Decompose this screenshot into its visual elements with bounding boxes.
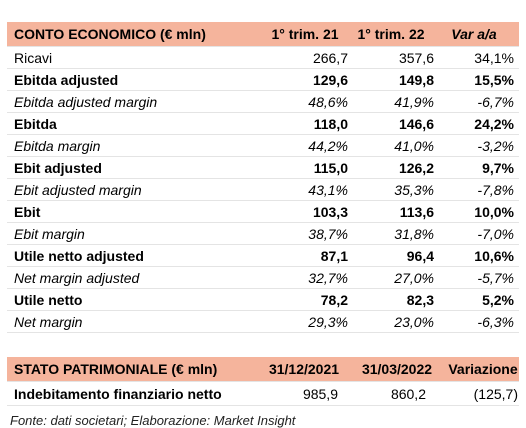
row-value-var: 9,7%: [482, 159, 514, 176]
row-value-q1-22: 357,6: [398, 49, 434, 66]
source-footnote: Fonte: dati societari; Elaborazione: Mar…: [10, 413, 296, 428]
balance-sheet-header: STATO PATRIMONIALE (€ mln) 31/12/2021 31…: [7, 357, 519, 381]
row-value-q1-22: 23,0%: [394, 313, 434, 330]
row-label: Indebitamento finanziario netto: [14, 385, 222, 402]
income-statement-header: CONTO ECONOMICO (€ mln) 1° trim. 21 1° t…: [7, 22, 519, 46]
row-value-q1-22: 96,4: [406, 247, 434, 264]
row-value-q1-22: 31,8%: [394, 225, 434, 242]
row-value-q1-21: 44,2%: [308, 137, 348, 154]
income-header-col3: Var a/a: [451, 26, 497, 42]
financial-tables: CONTO ECONOMICO (€ mln) 1° trim. 21 1° t…: [7, 22, 519, 428]
row-value-q1-22: 126,2: [398, 159, 434, 176]
row-value-var: -3,2%: [477, 137, 514, 154]
row-value-q1-22: 149,8: [398, 71, 434, 88]
row-label: Ebitda margin: [14, 137, 101, 154]
row-value-q1-21: 115,0: [313, 159, 348, 176]
row-label: Utile netto: [14, 291, 83, 308]
row-value-q1-21: 118,0: [313, 115, 348, 132]
row-value-q1-22: 35,3%: [394, 181, 434, 198]
row-label: Utile netto adjusted: [14, 247, 144, 264]
row-value-q1-21: 48,6%: [308, 93, 348, 110]
row-value-q1-21: 129,6: [312, 71, 348, 88]
row-label: Ebitda adjusted margin: [14, 93, 158, 110]
row-label: Ebitda adjusted: [14, 71, 119, 88]
balance-header-label: STATO PATRIMONIALE (€ mln): [14, 361, 218, 377]
table-row-ebit-adjusted: Ebit adjusted 115,0 126,2 9,7%: [7, 157, 519, 179]
balance-header-col2: 31/03/2022: [361, 361, 433, 377]
row-value-var: -6,3%: [477, 313, 514, 330]
row-value-var: 10,6%: [474, 247, 514, 264]
table-row-net-margin: Net margin 29,3% 23,0% -6,3%: [7, 311, 519, 333]
row-value-var: -7,8%: [477, 181, 514, 198]
table-row-ebitda-adjusted: Ebitda adjusted 129,6 149,8 15,5%: [7, 69, 519, 91]
row-label: Ebitda: [14, 115, 57, 132]
income-statement-table: CONTO ECONOMICO (€ mln) 1° trim. 21 1° t…: [7, 22, 519, 333]
row-value-q1-21: 32,7%: [308, 269, 348, 286]
row-label: Net margin adjusted: [14, 269, 140, 286]
row-value-var: 15,5%: [474, 71, 514, 88]
row-value-q1-21: 103,3: [312, 203, 348, 220]
row-value-var: 24,2%: [474, 115, 514, 132]
table-row-ebit-adjusted-margin: Ebit adjusted margin 43,1% 35,3% -7,8%: [7, 179, 519, 201]
table-row-net-margin-adjusted: Net margin adjusted 32,7% 27,0% -5,7%: [7, 267, 519, 289]
row-value-q1-22: 27,0%: [394, 269, 434, 286]
row-value-var: 34,1%: [474, 49, 514, 66]
income-header-col1: 1° trim. 21: [271, 26, 339, 42]
table-row-ebit: Ebit 103,3 113,6 10,0%: [7, 201, 519, 223]
income-header-label: CONTO ECONOMICO (€ mln): [14, 26, 206, 42]
row-value-variazione: (125,7): [473, 385, 518, 402]
table-row-ricavi: Ricavi 266,7 357,6 34,1%: [7, 46, 519, 69]
row-value-q1-22: 146,6: [398, 115, 434, 132]
row-label: Ebit adjusted margin: [14, 181, 142, 198]
income-header-col2: 1° trim. 22: [357, 26, 425, 42]
row-value-q1-21: 38,7%: [308, 225, 348, 242]
row-value-q1-22: 41,0%: [394, 137, 434, 154]
row-value-var: 5,2%: [482, 291, 514, 308]
row-value-2022: 860,2: [390, 385, 426, 402]
table-row-utile-netto: Utile netto 78,2 82,3 5,2%: [7, 289, 519, 311]
row-value-q1-21: 266,7: [312, 49, 348, 66]
row-value-q1-22: 113,6: [399, 203, 434, 220]
table-row-ebitda-margin: Ebitda margin 44,2% 41,0% -3,2%: [7, 135, 519, 157]
balance-header-col3: Variazione: [448, 361, 518, 377]
section-spacer: [7, 333, 519, 357]
row-label: Ebit margin: [14, 225, 85, 242]
table-row-indebitamento: Indebitamento finanziario netto 985,9 86…: [7, 381, 519, 406]
row-value-q1-21: 43,1%: [308, 181, 348, 198]
row-label: Ebit adjusted: [14, 159, 102, 176]
row-value-var: -7,0%: [477, 225, 514, 242]
table-row-ebitda: Ebitda 118,0 146,6 24,2%: [7, 113, 519, 135]
table-row-utile-netto-adjusted: Utile netto adjusted 87,1 96,4 10,6%: [7, 245, 519, 267]
row-label: Ebit: [14, 203, 41, 220]
row-value-q1-22: 41,9%: [394, 93, 434, 110]
row-value-q1-21: 87,1: [320, 247, 348, 264]
row-value-2021: 985,9: [302, 385, 338, 402]
balance-header-col1: 31/12/2021: [268, 361, 340, 377]
table-row-ebit-margin: Ebit margin 38,7% 31,8% -7,0%: [7, 223, 519, 245]
row-label: Net margin: [14, 313, 83, 330]
row-value-q1-22: 82,3: [406, 291, 434, 308]
balance-sheet-table: STATO PATRIMONIALE (€ mln) 31/12/2021 31…: [7, 357, 519, 406]
row-value-var: -5,7%: [477, 269, 514, 286]
row-value-q1-21: 29,3%: [308, 313, 348, 330]
row-value-var: -6,7%: [477, 93, 514, 110]
row-value-var: 10,0%: [474, 203, 514, 220]
row-value-q1-21: 78,2: [320, 291, 348, 308]
table-row-ebitda-adjusted-margin: Ebitda adjusted margin 48,6% 41,9% -6,7%: [7, 91, 519, 113]
row-label: Ricavi: [14, 49, 53, 66]
